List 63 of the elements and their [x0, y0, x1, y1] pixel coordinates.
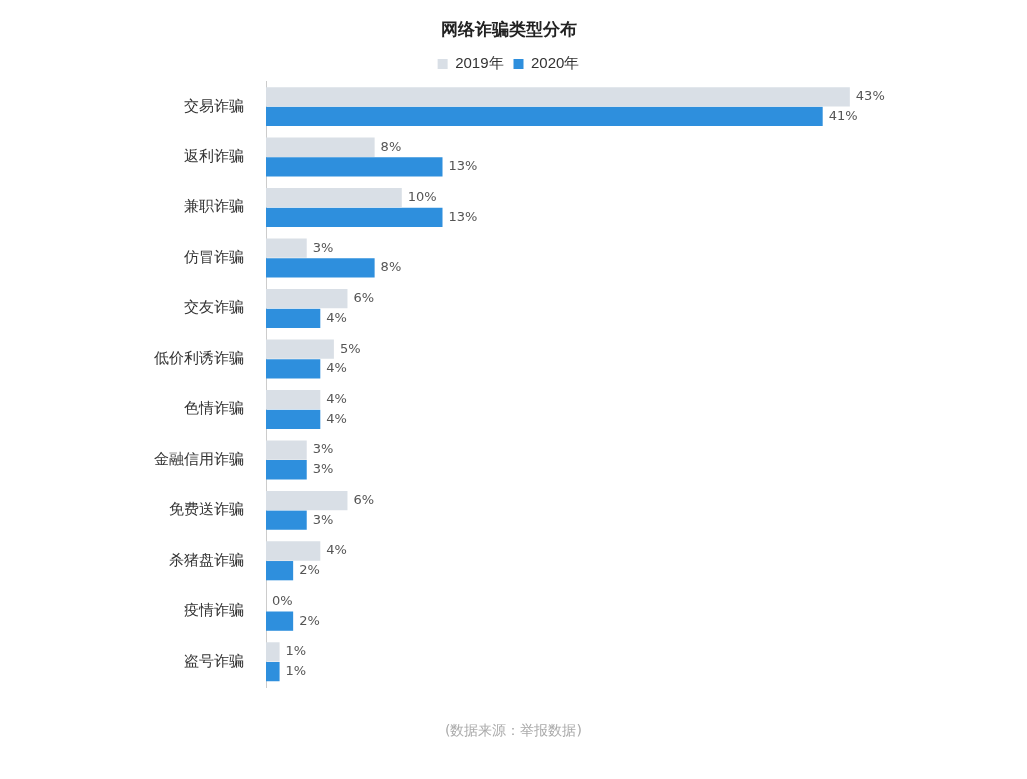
y-tick-label: 盗号诈骗	[184, 651, 244, 670]
data-label: 3%	[312, 511, 334, 527]
bar	[266, 157, 443, 177]
y-tick-label: 交易诈骗	[184, 96, 244, 115]
bar	[266, 137, 375, 157]
bar	[266, 188, 402, 208]
data-label: 4%	[326, 390, 347, 406]
bar	[266, 238, 307, 258]
y-tick-label: 低价利诱诈骗	[154, 348, 244, 367]
data-label: 2%	[299, 562, 320, 578]
bar	[266, 389, 321, 410]
data-label: 43%	[855, 88, 885, 104]
data-label: 2%	[299, 612, 320, 628]
bar	[266, 611, 294, 631]
data-label: 3%	[312, 441, 334, 457]
data-label: 6%	[353, 290, 375, 306]
data-label: 13%	[448, 208, 478, 224]
data-label: 10%	[407, 189, 437, 205]
bar	[266, 440, 307, 460]
bar	[266, 339, 334, 359]
bar	[266, 460, 307, 480]
data-label: 13%	[448, 158, 478, 174]
y-tick-label: 仿冒诈骗	[183, 247, 244, 266]
bar	[266, 541, 321, 561]
chart-title: 网络诈骗类型分布	[440, 18, 577, 39]
bar	[266, 490, 348, 511]
data-label: 4%	[326, 410, 347, 426]
data-label: 41%	[828, 107, 858, 123]
bar	[266, 661, 280, 682]
bar	[266, 308, 321, 328]
legend-label: 2020年	[531, 54, 580, 72]
data-label: 5%	[339, 340, 361, 356]
y-tick-label: 色情诈骗	[184, 399, 244, 418]
data-label: 6%	[353, 491, 375, 507]
bar	[266, 561, 294, 581]
bar	[266, 289, 348, 309]
data-label: 3%	[312, 461, 334, 477]
data-label: 1%	[285, 643, 307, 659]
data-label: 4%	[326, 309, 347, 325]
bar	[266, 87, 850, 107]
bar	[266, 359, 321, 379]
y-tick-label: 免费送诈骗	[169, 500, 244, 519]
bar	[266, 642, 280, 662]
text: (数据来源：举报数据)	[445, 722, 582, 740]
y-tick-label: 杀猪盘诈骗	[169, 550, 244, 569]
data-label: 8%	[380, 138, 402, 154]
y-tick-label: 疫情诈骗	[184, 601, 244, 620]
data-label: 4%	[326, 542, 347, 558]
legend-label: 2019年	[455, 54, 504, 72]
bar	[266, 409, 321, 429]
bar	[266, 106, 823, 127]
bar	[266, 207, 443, 228]
y-tick-label: 交友诈骗	[184, 298, 244, 317]
data-label: 4%	[326, 360, 347, 376]
bar	[266, 510, 307, 530]
data-label: 8%	[380, 259, 402, 275]
data-label: 0%	[272, 592, 293, 608]
data-label: 3%	[312, 239, 334, 255]
data-label: 1%	[285, 662, 307, 678]
y-tick-label: 金融信用诈骗	[154, 449, 244, 468]
bar	[266, 258, 375, 278]
y-tick-label: 兼职诈骗	[184, 197, 244, 216]
y-tick-label: 返利诈骗	[184, 146, 244, 165]
